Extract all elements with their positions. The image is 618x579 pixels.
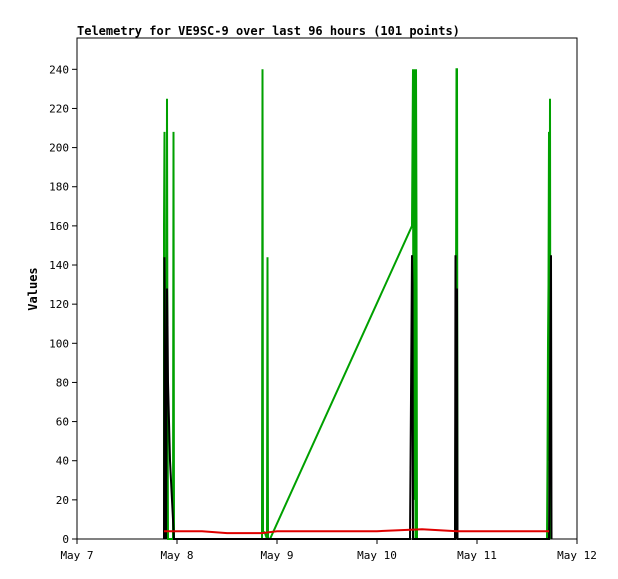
plot-frame (76, 37, 578, 540)
y-tick-label: 220 (49, 102, 69, 115)
x-tick-label: May 10 (357, 549, 397, 562)
y-tick-label: 60 (56, 416, 69, 429)
series-line-3 (164, 528, 549, 535)
y-tick-label: 40 (56, 455, 69, 468)
x-axis-ticks: May 7 May 8 May 9 May 10 May 11 May 12 (60, 539, 597, 562)
y-tick-label: 140 (49, 259, 69, 272)
y-tick-label: 180 (49, 181, 69, 194)
y-tick-label: 0 (62, 533, 69, 546)
x-tick-label: May 8 (160, 549, 193, 562)
y-tick-label: 20 (56, 494, 69, 507)
y-tick-label: 120 (49, 298, 69, 311)
y-tick-label: 80 (56, 376, 69, 389)
y-tick-label: 100 (49, 337, 69, 350)
x-tick-label: May 11 (457, 549, 497, 562)
y-tick-label: 160 (49, 220, 69, 233)
x-tick-label: May 7 (60, 549, 93, 562)
series-line-1 (163, 68, 552, 540)
y-tick-label: 200 (49, 142, 69, 155)
chart-title: Telemetry for VE9SC-9 over last 96 hours… (77, 24, 460, 38)
series-line-2 (163, 255, 553, 540)
x-tick-label: May 9 (260, 549, 293, 562)
y-axis-label: Values (26, 267, 40, 310)
y-tick-label: 240 (49, 63, 69, 76)
y-axis-ticks: 0 20 40 60 80 100 120 140 160 180 200 220 240 (49, 63, 77, 546)
x-tick-label: May 12 (557, 549, 597, 562)
series-layer (163, 68, 553, 540)
